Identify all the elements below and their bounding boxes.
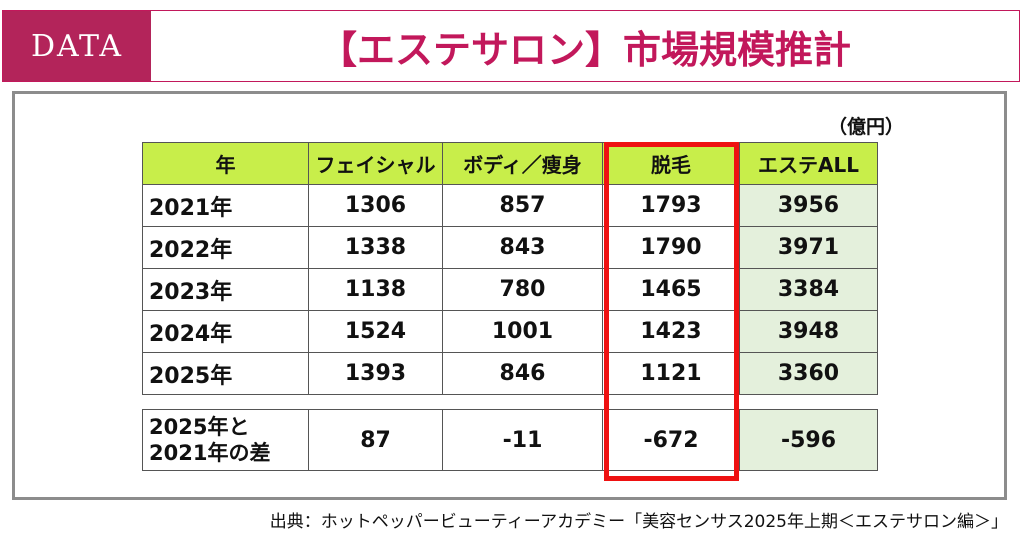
- cell-facial: 1338: [308, 226, 443, 269]
- data-badge: DATA: [3, 11, 151, 81]
- cell-year: 2022年: [142, 226, 309, 269]
- table-header-row: 年 フェイシャル ボディ／痩身 脱毛 エステALL: [142, 142, 878, 185]
- header-year: 年: [142, 142, 309, 185]
- table-row: 2023年 1138 780 1465 3384: [142, 268, 878, 311]
- difference-row: 2025年と 2021年の差 87 -11 -672 -596: [142, 409, 878, 471]
- cell-body: 857: [442, 184, 603, 227]
- cell-facial: 1524: [308, 310, 443, 353]
- cell-esthe-all: 3971: [739, 226, 878, 269]
- header-bar: DATA 【エステサロン】市場規模推計: [2, 10, 1020, 82]
- header-facial: フェイシャル: [308, 142, 443, 185]
- header-hair-removal: 脱毛: [602, 142, 740, 185]
- source-note: 出典：ホットペッパービューティーアカデミー「美容センサス2025年上期＜エステサ…: [269, 512, 1008, 532]
- table-row: 2021年 1306 857 1793 3956: [142, 184, 878, 227]
- table-row: 2025年 1393 846 1121 3360: [142, 352, 878, 395]
- cell-hair-removal: 1465: [602, 268, 740, 311]
- cell-year: 2025年: [142, 352, 309, 395]
- cell-diff-hair-removal: -672: [602, 409, 740, 471]
- cell-esthe-all: 3384: [739, 268, 878, 311]
- header-esthe-all: エステALL: [739, 142, 878, 185]
- cell-year: 2021年: [142, 184, 309, 227]
- cell-diff-label: 2025年と 2021年の差: [142, 409, 309, 471]
- cell-facial: 1393: [308, 352, 443, 395]
- diff-label-line2: 2021年の差: [149, 441, 271, 465]
- cell-body: 846: [442, 352, 603, 395]
- cell-facial: 1138: [308, 268, 443, 311]
- diff-label-line1: 2025年と: [149, 415, 250, 439]
- cell-diff-body: -11: [442, 409, 603, 471]
- cell-year: 2024年: [142, 310, 309, 353]
- cell-body: 1001: [442, 310, 603, 353]
- table-row: 2022年 1338 843 1790 3971: [142, 226, 878, 269]
- cell-esthe-all: 3360: [739, 352, 878, 395]
- cell-diff-facial: 87: [308, 409, 443, 471]
- cell-hair-removal: 1790: [602, 226, 740, 269]
- cell-facial: 1306: [308, 184, 443, 227]
- unit-label: （億円）: [827, 116, 904, 138]
- header-body: ボディ／痩身: [442, 142, 603, 185]
- cell-esthe-all: 3956: [739, 184, 878, 227]
- cell-esthe-all: 3948: [739, 310, 878, 353]
- market-size-table: 年 フェイシャル ボディ／痩身 脱毛 エステALL 2021年 1306 857…: [142, 142, 878, 471]
- cell-hair-removal: 1121: [602, 352, 740, 395]
- cell-diff-esthe-all: -596: [739, 409, 878, 471]
- cell-hair-removal: 1793: [602, 184, 740, 227]
- table-row: 2024年 1524 1001 1423 3948: [142, 310, 878, 353]
- cell-body: 780: [442, 268, 603, 311]
- cell-body: 843: [442, 226, 603, 269]
- page-title: 【エステサロン】市場規模推計: [318, 27, 851, 72]
- cell-hair-removal: 1423: [602, 310, 740, 353]
- table-spacer: [143, 395, 878, 410]
- cell-year: 2023年: [142, 268, 309, 311]
